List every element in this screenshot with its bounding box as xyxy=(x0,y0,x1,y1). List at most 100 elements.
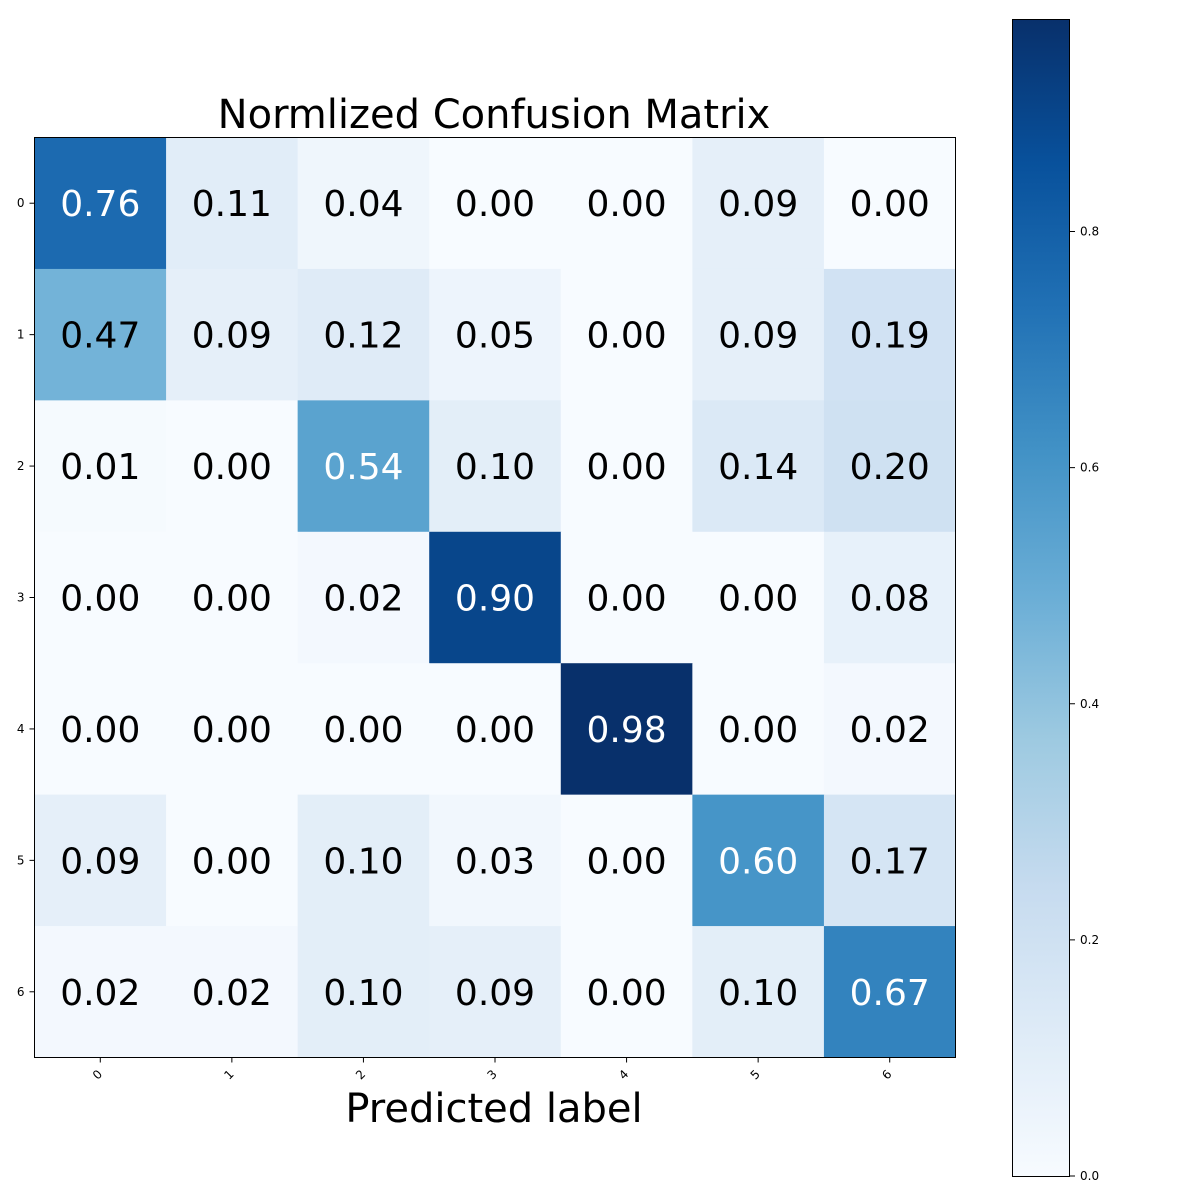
y-tick-label-3: 3 xyxy=(17,591,25,605)
heatmap-cell-r5-c0 xyxy=(34,794,167,927)
cell-value-label-r5-c5: 0.60 xyxy=(718,841,798,882)
colorbar-tick-label-4: 0.8 xyxy=(1080,225,1099,239)
cell-value-label-r3-c1: 0.00 xyxy=(192,579,272,620)
heatmap-cell-r4-c2 xyxy=(297,663,430,796)
colorbar-tick-label-1: 0.2 xyxy=(1080,933,1099,947)
heatmap-cell-r1-c0 xyxy=(34,268,167,401)
y-tick-label-4: 4 xyxy=(17,722,25,736)
cell-value-label-r0-c0: 0.76 xyxy=(60,184,140,225)
heatmap-cell-r6-c3 xyxy=(429,926,562,1058)
cell-value-label-r6-c5: 0.10 xyxy=(718,973,798,1014)
heatmap-cell-r5-c2 xyxy=(297,794,430,927)
x-axis-ticks: 0 1 2 3 4 5 6 xyxy=(90,1057,895,1082)
heatmap-cell-r0-c3 xyxy=(429,137,562,270)
heatmap-cell-r6-c1 xyxy=(166,926,299,1058)
heatmap-cell-r6-c4 xyxy=(560,926,693,1058)
cell-value-label-r6-c3: 0.09 xyxy=(455,973,535,1014)
heatmap-cell-r3-c4 xyxy=(560,531,693,664)
cell-value-label-r2-c4: 0.00 xyxy=(586,447,666,488)
heatmap-cell-r6-c2 xyxy=(297,926,430,1058)
x-tick-label-3: 3 xyxy=(485,1067,500,1082)
heatmap-cell-r0-c1 xyxy=(166,137,299,270)
cell-value-label-r0-c5: 0.09 xyxy=(718,184,798,225)
heatmap-cell-r1-c6 xyxy=(823,268,956,401)
cell-value-label-r2-c0: 0.01 xyxy=(60,447,140,488)
y-tick-label-6: 6 xyxy=(17,985,25,999)
heatmap-cell-r4-c4 xyxy=(560,663,693,796)
heatmap-cell-r1-c4 xyxy=(560,268,693,401)
heatmap-cell-r2-c2 xyxy=(297,400,430,533)
x-tick-label-1: 1 xyxy=(221,1067,236,1082)
cell-value-label-r5-c6: 0.17 xyxy=(850,841,930,882)
cell-value-label-r5-c4: 0.00 xyxy=(586,841,666,882)
heatmap-cell-r0-c0 xyxy=(34,137,167,270)
cell-value-label-r6-c1: 0.02 xyxy=(192,973,272,1014)
cell-value-label-r5-c3: 0.03 xyxy=(455,841,535,882)
cell-value-label-r2-c5: 0.14 xyxy=(718,447,798,488)
heatmap-cell-r4-c1 xyxy=(166,663,299,796)
cell-value-label-r2-c2: 0.54 xyxy=(323,447,403,488)
heatmap-cell-r1-c2 xyxy=(297,268,430,401)
y-tick-label-1: 1 xyxy=(17,328,25,342)
cell-value-label-r1-c6: 0.19 xyxy=(850,316,930,357)
heatmap-cell-r0-c2 xyxy=(297,137,430,270)
y-tick-label-5: 5 xyxy=(17,853,25,867)
x-tick-label-2: 2 xyxy=(353,1067,368,1082)
cell-value-label-r0-c3: 0.00 xyxy=(455,184,535,225)
cell-value-label-r3-c2: 0.02 xyxy=(323,579,403,620)
heatmap-cell-r3-c2 xyxy=(297,531,430,664)
cell-value-label-r5-c1: 0.00 xyxy=(192,841,272,882)
heatmap-cell-r5-c3 xyxy=(429,794,562,927)
heatmap-cell-r1-c5 xyxy=(692,268,825,401)
cell-value-label-r2-c3: 0.10 xyxy=(455,447,535,488)
cell-value-label-r1-c1: 0.09 xyxy=(192,316,272,357)
cell-value-label-r6-c6: 0.67 xyxy=(850,973,930,1014)
cell-value-label-r5-c0: 0.09 xyxy=(60,841,140,882)
cell-value-label-r1-c0: 0.47 xyxy=(60,316,140,357)
heatmap-cell-r1-c3 xyxy=(429,268,562,401)
cell-value-label-r4-c5: 0.00 xyxy=(718,710,798,751)
cell-value-label-r2-c1: 0.00 xyxy=(192,447,272,488)
heatmap-cell-r2-c6 xyxy=(823,400,956,533)
heatmap-cell-r2-c1 xyxy=(166,400,299,533)
heatmap-cell-r3-c6 xyxy=(823,531,956,664)
cell-value-label-r3-c4: 0.00 xyxy=(586,579,666,620)
heatmap-cell-r1-c1 xyxy=(166,268,299,401)
heatmap-cell-r2-c3 xyxy=(429,400,562,533)
cell-value-label-r3-c5: 0.00 xyxy=(718,579,798,620)
heatmap-cell-r6-c6 xyxy=(823,926,956,1058)
cell-value-label-r0-c6: 0.00 xyxy=(850,184,930,225)
cell-value-label-r4-c0: 0.00 xyxy=(60,710,140,751)
cell-value-label-r0-c4: 0.00 xyxy=(586,184,666,225)
cell-value-label-r2-c6: 0.20 xyxy=(850,447,930,488)
cell-value-label-r1-c2: 0.12 xyxy=(323,316,403,357)
heatmap-cell-r3-c1 xyxy=(166,531,299,664)
heatmap-cell-r3-c0 xyxy=(34,531,167,664)
cell-value-label-r0-c2: 0.04 xyxy=(323,184,403,225)
x-tick-label-0: 0 xyxy=(90,1067,105,1082)
heatmap-cell-r4-c6 xyxy=(823,663,956,796)
cell-value-label-r1-c4: 0.00 xyxy=(586,316,666,357)
heatmap-cell-r4-c5 xyxy=(692,663,825,796)
heatmap-cell-r4-c0 xyxy=(34,663,167,796)
heatmap-cell-r2-c0 xyxy=(34,400,167,533)
heatmap-cell-r0-c4 xyxy=(560,137,693,270)
cell-value-label-r6-c4: 0.00 xyxy=(586,973,666,1014)
colorbar-tick-label-3: 0.6 xyxy=(1080,461,1099,475)
cell-value-label-r3-c6: 0.08 xyxy=(850,579,930,620)
cell-value-label-r5-c2: 0.10 xyxy=(323,841,403,882)
heatmap-cell-r5-c4 xyxy=(560,794,693,927)
x-tick-label-4: 4 xyxy=(616,1067,631,1082)
cell-value-label-r4-c1: 0.00 xyxy=(192,710,272,751)
heatmap-cell-r2-c4 xyxy=(560,400,693,533)
heatmap-value-labels: 0.76 0.11 0.04 0.00 0.00 0.09 0.00 0.47 0.09 0.12… xyxy=(60,184,930,1014)
heatmap-cell-r2-c5 xyxy=(692,400,825,533)
cell-value-label-r3-c0: 0.00 xyxy=(60,579,140,620)
heatmap-cell-r6-c0 xyxy=(34,926,167,1058)
cell-value-label-r0-c1: 0.11 xyxy=(192,184,272,225)
heatmap-cell-r0-c6 xyxy=(823,137,956,270)
colorbar-ticks: 0.0 0.2 0.4 0.6 0.8 xyxy=(1070,225,1099,1183)
heatmap-cell-r5-c6 xyxy=(823,794,956,927)
x-axis-label: Predicted label xyxy=(345,1086,642,1132)
